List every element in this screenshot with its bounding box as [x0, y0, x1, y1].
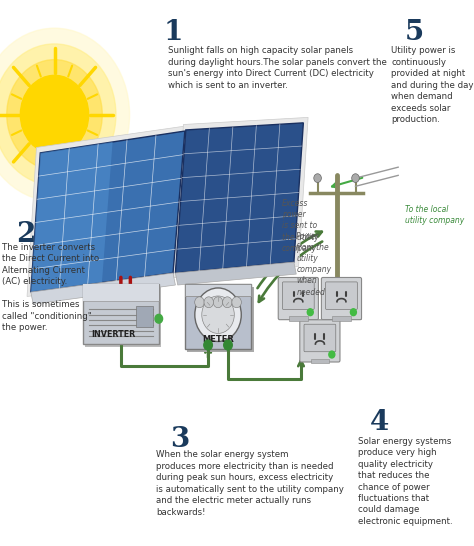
Circle shape [195, 297, 204, 308]
Text: 1: 1 [164, 19, 182, 46]
Polygon shape [27, 126, 189, 296]
FancyBboxPatch shape [185, 284, 251, 296]
Circle shape [0, 28, 129, 201]
Polygon shape [31, 142, 113, 292]
FancyBboxPatch shape [281, 281, 319, 319]
Text: 3: 3 [171, 426, 190, 453]
Polygon shape [31, 131, 185, 292]
Text: Solar energy systems
produce very high
quality electricity
that reduces the
chan: Solar energy systems produce very high q… [358, 437, 453, 526]
FancyBboxPatch shape [136, 306, 153, 327]
Circle shape [20, 75, 89, 154]
Circle shape [224, 340, 232, 350]
Circle shape [213, 297, 223, 308]
FancyBboxPatch shape [83, 284, 159, 301]
Text: METER: METER [202, 335, 234, 344]
FancyBboxPatch shape [310, 359, 329, 364]
Circle shape [0, 44, 116, 186]
Circle shape [232, 297, 241, 308]
FancyBboxPatch shape [187, 287, 254, 352]
FancyBboxPatch shape [321, 277, 362, 319]
FancyBboxPatch shape [326, 282, 357, 310]
Text: Utility power is
continuously
provided at night
and during the day
when demand
e: Utility power is continuously provided a… [391, 46, 474, 124]
Text: INVERTER: INVERTER [91, 330, 136, 339]
Text: 4: 4 [370, 410, 389, 436]
Circle shape [350, 309, 356, 316]
Text: Sunlight falls on high capacity solar panels
during daylight hours.The solar pan: Sunlight falls on high capacity solar pa… [168, 46, 387, 90]
FancyBboxPatch shape [283, 282, 314, 310]
FancyBboxPatch shape [185, 284, 251, 349]
FancyBboxPatch shape [324, 281, 362, 319]
Polygon shape [175, 123, 303, 273]
FancyBboxPatch shape [85, 287, 161, 347]
FancyBboxPatch shape [300, 320, 340, 362]
Circle shape [329, 351, 335, 358]
Polygon shape [173, 117, 308, 277]
Circle shape [204, 297, 213, 308]
Text: When the solar energy system
produces more electricity than is needed
during pea: When the solar energy system produces mo… [156, 450, 344, 517]
Circle shape [7, 60, 102, 170]
Circle shape [352, 174, 359, 182]
Text: 5: 5 [405, 19, 424, 46]
Text: 2: 2 [17, 221, 36, 248]
Text: The inverter converts
the Direct Current into
Alternating Current
(AC) electrici: The inverter converts the Direct Current… [2, 243, 100, 332]
Text: Excess
power
is sent to
the utility
company: Excess power is sent to the utility comp… [282, 199, 319, 253]
Circle shape [202, 296, 234, 334]
FancyBboxPatch shape [304, 324, 336, 352]
Circle shape [155, 314, 163, 323]
FancyBboxPatch shape [83, 284, 159, 344]
FancyBboxPatch shape [278, 277, 319, 319]
Circle shape [195, 288, 241, 341]
Circle shape [307, 309, 313, 316]
FancyBboxPatch shape [332, 317, 351, 321]
Circle shape [314, 174, 321, 182]
FancyBboxPatch shape [289, 317, 308, 321]
Polygon shape [31, 273, 175, 304]
Text: Power
from the
utility
company
when
needed: Power from the utility company when need… [296, 232, 331, 296]
Polygon shape [175, 262, 296, 285]
Text: To the local
utility company: To the local utility company [405, 205, 465, 225]
Circle shape [223, 297, 232, 308]
FancyBboxPatch shape [302, 323, 340, 362]
Circle shape [204, 340, 212, 350]
